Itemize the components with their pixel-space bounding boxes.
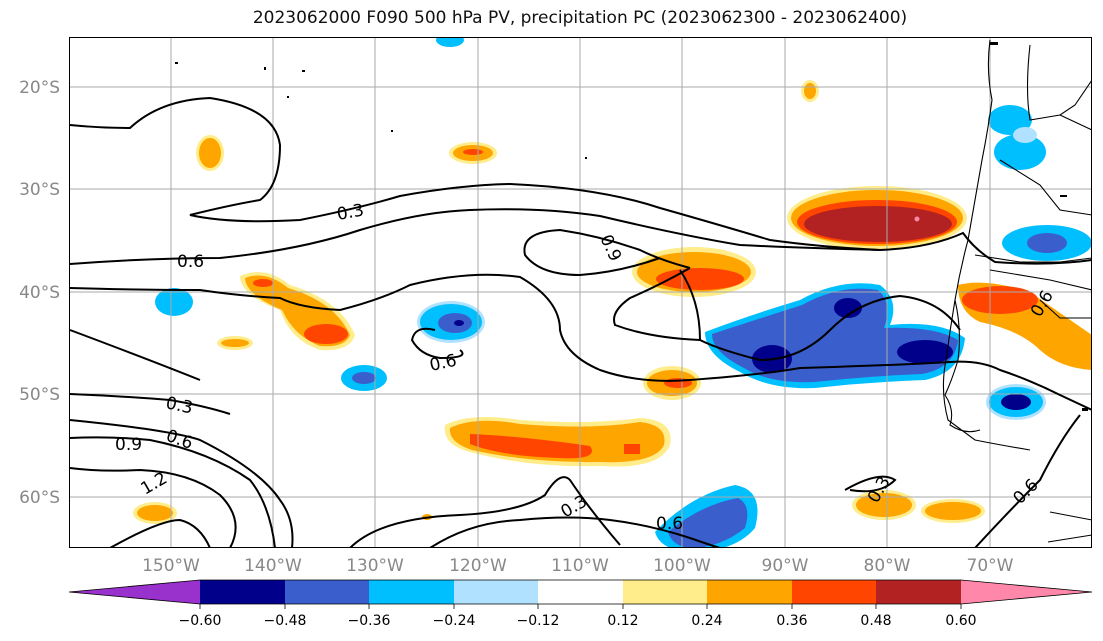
map-title: 2023062000 F090 500 hPa PV, precipitatio…: [252, 8, 908, 28]
contour-label: 0.9: [595, 232, 625, 265]
colorbar-segment: [707, 580, 792, 604]
colorbar-segment: [454, 580, 538, 604]
contour-label: 0.6: [1009, 475, 1042, 508]
colorbar: −0.60 −0.48 −0.36 −0.24 −0.12 0.12 0.24 …: [68, 579, 1093, 629]
colorbar-tick-label: 0.60: [945, 613, 976, 629]
colorbar-tick-label: −0.36: [348, 613, 391, 629]
lat-tick-label: 50°S: [19, 385, 60, 405]
contour-label: 0.6: [177, 252, 204, 272]
lon-tick-label: 90°W: [762, 556, 809, 576]
colorbar-segment: [876, 580, 961, 604]
lon-tick-label: 100°W: [653, 556, 711, 576]
colorbar-segment: [369, 580, 454, 604]
lat-axis-labels: 20°S 30°S 40°S 50°S 60°S: [19, 78, 60, 508]
colorbar-tick-label: 0.48: [860, 613, 891, 629]
contour-label: 0.3: [335, 201, 365, 225]
precip-positive-shading: [133, 80, 1092, 524]
colorbar-segment: [792, 580, 876, 604]
colorbar-segment: [623, 580, 707, 604]
map-frame: [69, 37, 1092, 548]
lat-tick-label: 40°S: [19, 283, 60, 303]
lon-tick-label: 70°W: [967, 556, 1014, 576]
lon-tick-label: 140°W: [244, 556, 302, 576]
lat-tick-label: 60°S: [19, 488, 60, 508]
lat-tick-label: 20°S: [19, 78, 60, 98]
colorbar-segment: [69, 580, 200, 604]
colorbar-segment: [961, 580, 1092, 604]
colorbar-segment: [200, 580, 285, 604]
pv-contours: [69, 96, 1092, 548]
coastlines: [942, 39, 1092, 543]
contour-label: 0.6: [656, 514, 683, 534]
contour-label: 0.6: [428, 351, 459, 376]
colorbar-ticks: [199, 604, 962, 609]
island-specks: [175, 42, 1088, 411]
lon-axis-labels: 150°W 140°W 130°W 120°W 110°W 100°W 90°W…: [142, 556, 1014, 576]
lat-tick-label: 30°S: [19, 180, 60, 200]
colorbar-tick-label: 0.24: [691, 613, 722, 629]
map-gridlines: [70, 37, 1092, 548]
lon-tick-label: 150°W: [142, 556, 200, 576]
map-area: 0.3 0.6 0.9 0.6 0.3 0.6 0.9 1.2 0.3 0.6 …: [69, 37, 1092, 548]
colorbar-tick-label: −0.24: [433, 613, 476, 629]
contour-label: 0.3: [164, 393, 195, 418]
colorbar-segment: [538, 580, 623, 604]
lon-tick-label: 130°W: [346, 556, 404, 576]
colorbar-tick-label: 0.12: [607, 613, 638, 629]
colorbar-tick-label: −0.12: [517, 613, 560, 629]
colorbar-tick-label: 0.36: [776, 613, 807, 629]
contour-label: 0.9: [115, 435, 142, 455]
lon-tick-label: 80°W: [864, 556, 911, 576]
colorbar-tick-label: −0.48: [264, 613, 307, 629]
lon-tick-label: 120°W: [449, 556, 507, 576]
lon-tick-label: 110°W: [551, 556, 609, 576]
colorbar-segment: [285, 580, 369, 604]
colorbar-tick-label: −0.60: [179, 613, 222, 629]
